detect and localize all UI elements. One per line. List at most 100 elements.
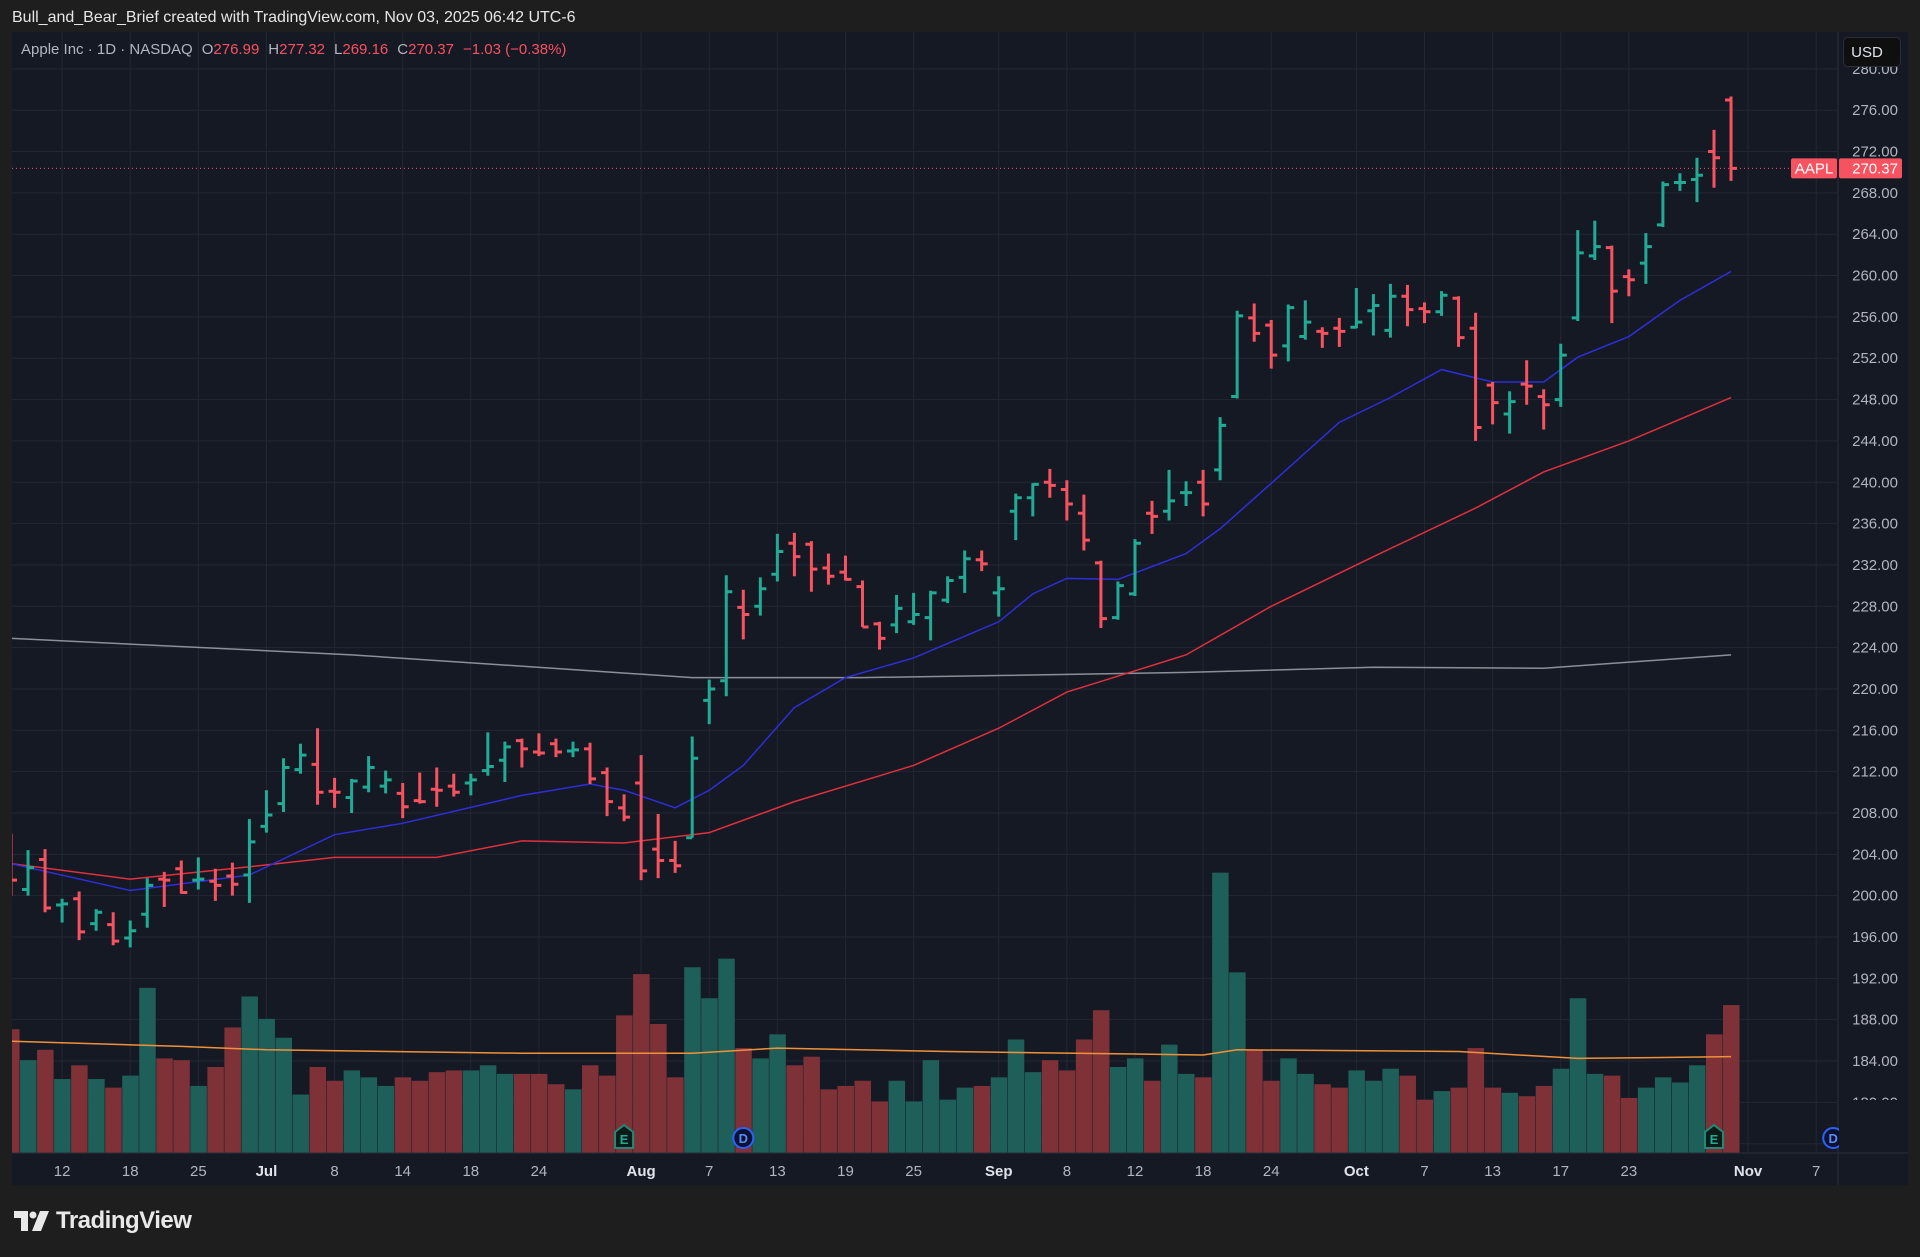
- ohlc-bar: [549, 738, 562, 758]
- time-tick-label: Sep: [985, 1163, 1013, 1180]
- ma-50-line: [12, 396, 1732, 880]
- volume-bar: [479, 1065, 497, 1153]
- volume-bar: [1246, 1049, 1263, 1153]
- volume-bar: [1314, 1084, 1331, 1153]
- volume-bar: [1433, 1091, 1451, 1153]
- ohlc-bar: [22, 850, 35, 896]
- time-tick-label: Nov: [1734, 1163, 1763, 1180]
- price-tick-label: 200.00: [1852, 888, 1898, 905]
- ohlc-bar: [1094, 560, 1107, 628]
- volume-bar: [1450, 1087, 1468, 1153]
- ohlc-bar: [822, 553, 835, 585]
- price-axis-cover: [1839, 1100, 1908, 1152]
- ohlc-bar: [515, 738, 528, 768]
- volume-bar: [564, 1089, 582, 1153]
- ohlc-bar: [294, 743, 307, 774]
- time-tick-label: 25: [190, 1163, 207, 1180]
- currency-button[interactable]: USD: [1843, 37, 1901, 67]
- moving-averages: [12, 270, 1732, 1060]
- ohlc-bar: [481, 732, 494, 776]
- ohlc-bar: [1180, 481, 1193, 507]
- ohlc-bar: [12, 833, 17, 896]
- ohlc-bar: [1435, 291, 1448, 316]
- price-tick-label: 236.00: [1852, 516, 1898, 533]
- price-tick-label: 184.00: [1852, 1053, 1898, 1070]
- ohlc-bar: [107, 912, 120, 946]
- volume-bar: [224, 1027, 241, 1153]
- last-price-tag: [1839, 158, 1902, 179]
- ohlc-bar: [1384, 283, 1397, 338]
- ohlc-bar: [56, 898, 69, 923]
- volume-bar: [1109, 1067, 1127, 1153]
- ohlc-bar: [1282, 304, 1295, 362]
- price-tick-label: 212.00: [1852, 764, 1898, 781]
- volume-bar: [854, 1080, 871, 1153]
- ohlc-bar: [992, 576, 1005, 617]
- high-label: H: [268, 41, 280, 58]
- volume-bar: [1654, 1077, 1672, 1153]
- volume-bar: [1688, 1065, 1706, 1153]
- price-tick-label: 256.00: [1852, 309, 1898, 326]
- price-tick-label: 188.00: [1852, 1012, 1898, 1029]
- tradingview-logo[interactable]: TradingView: [14, 1207, 192, 1235]
- volume-bar: [207, 1067, 224, 1153]
- dividend-marker-label: D: [1829, 1131, 1838, 1146]
- volume-bar: [547, 1084, 565, 1153]
- volume-bar: [258, 1018, 275, 1153]
- price-tick-label: 220.00: [1852, 681, 1898, 698]
- earnings-marker-label: E: [620, 1132, 629, 1147]
- open-label: O: [201, 41, 214, 58]
- tradingview-logo-text: TradingView: [56, 1207, 192, 1234]
- volume-bar: [1671, 1082, 1689, 1153]
- volume-bar: [394, 1077, 412, 1153]
- volume-bar: [1007, 1039, 1025, 1153]
- ohlc-bar: [1316, 327, 1329, 348]
- ohlc-bar: [1486, 382, 1499, 425]
- grid: [12, 32, 1838, 1153]
- time-tick-label: 24: [1263, 1163, 1280, 1180]
- ma-20-line: [12, 270, 1732, 892]
- volume-bar: [1075, 1039, 1093, 1153]
- volume-bars: [12, 872, 1740, 1153]
- ma-200-line: [12, 637, 1732, 679]
- chart-credit: Bull_and_Bear_Brief created with Trading…: [12, 9, 576, 26]
- ohlc-bar: [890, 594, 903, 634]
- volume-bar: [12, 1029, 20, 1153]
- ohlc-bar: [1537, 389, 1550, 430]
- time-axis[interactable]: 12 18 25 Jul 8 14 18 24 Aug 7 13 19 25 Sep 8 12 18 24 Oct 7…: [54, 1163, 1821, 1180]
- ohlc-bar: [1265, 320, 1278, 369]
- ohlc-bar: [498, 741, 511, 782]
- volume-bar: [769, 1034, 786, 1153]
- ohlc-bar: [1043, 468, 1056, 498]
- volume-bar: [718, 958, 735, 1153]
- volume-bar: [445, 1070, 463, 1153]
- ohlc-bar: [90, 909, 103, 931]
- volume-bar: [1586, 1073, 1604, 1153]
- ohlc-bar: [1214, 417, 1227, 481]
- volume-bar: [582, 1065, 599, 1153]
- volume-bar: [990, 1077, 1008, 1153]
- open-value: 276.99: [213, 41, 260, 58]
- ohlc-bar: [1163, 469, 1176, 521]
- time-tick-label: Aug: [627, 1163, 656, 1180]
- volume-bar: [513, 1073, 531, 1153]
- ohlc-bar: [618, 794, 631, 822]
- time-tick-label: 18: [462, 1163, 479, 1180]
- volume-bar: [292, 1094, 310, 1153]
- ticker-tag: [1791, 158, 1837, 179]
- ohlc-bar: [328, 777, 341, 808]
- volume-bar: [684, 967, 701, 1153]
- volume-bar: [411, 1080, 429, 1153]
- time-tick-label: 8: [1063, 1163, 1071, 1180]
- ohlc-bars: [12, 96, 1738, 948]
- volume-bar: [1569, 998, 1587, 1153]
- time-tick-label: Jul: [256, 1163, 278, 1180]
- time-tick-label: 7: [705, 1163, 713, 1180]
- volume-bar: [1501, 1092, 1519, 1153]
- price-tick-label: 208.00: [1852, 805, 1898, 822]
- volume-bar: [701, 998, 718, 1153]
- volume-bar: [1348, 1070, 1365, 1153]
- ohlc-bar: [924, 590, 937, 641]
